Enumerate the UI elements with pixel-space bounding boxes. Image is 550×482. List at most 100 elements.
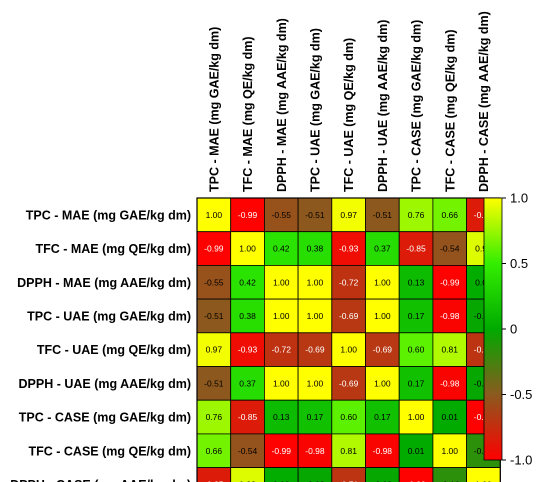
- row-label: TPC - MAE (mg GAE/kg dm): [26, 208, 191, 222]
- column-labels: TPC - MAE (mg GAE/kg dm) TFC - MAE (mg QE…: [207, 11, 491, 192]
- row-label: TFC - MAE (mg QE/kg dm): [35, 242, 191, 256]
- cell-value-label: 0.42: [273, 244, 290, 254]
- cell-value-label: 0.38: [307, 244, 324, 254]
- heatmap-cell: [230, 264, 265, 300]
- heatmap-cell: [432, 366, 467, 401]
- cell-value-label: 1.00: [340, 345, 357, 355]
- heatmap-cell: [263, 399, 299, 435]
- cell-value-label: 0.60: [340, 412, 357, 422]
- cell-value-label: 0.17: [408, 311, 425, 321]
- cell-value-label: 0.37: [374, 244, 391, 254]
- cell-value-label: -0.99: [474, 412, 494, 422]
- column-label: TPC - CASE (mg GAE/kg dm): [410, 20, 424, 192]
- cell-value-label: 1.00: [273, 378, 290, 388]
- cell-value-label: -0.51: [305, 210, 325, 220]
- cell-value-label: 1.00: [273, 277, 290, 287]
- cell-value-label: -0.99: [204, 244, 224, 254]
- heatmap-cells: 1.00 -0.99 -0.55 -0.51 0.97 -0.51 0.76 0.66 -0.8…: [196, 197, 501, 482]
- color-scale-tick-label: 0.5: [510, 256, 528, 271]
- cell-value-label: 0.13: [273, 412, 290, 422]
- cell-value-label: 0.17: [374, 412, 391, 422]
- heatmap-cell: [365, 197, 400, 233]
- heatmap-cell: [196, 366, 232, 401]
- color-scale-ticks: 1.0 0.5 0 -0.5 -1.0: [502, 191, 532, 468]
- cell-value-label: -0.02: [474, 311, 494, 321]
- cell-value-label: 1.00: [374, 277, 391, 287]
- color-scale-legend: 1.0 0.5 0 -0.5 -1.0: [483, 191, 532, 468]
- cell-value-label: -0.72: [339, 277, 359, 287]
- cell-value-label: 1.00: [239, 244, 256, 254]
- cell-value-label: -0.16: [440, 479, 460, 482]
- cell-value-label: 1.00: [307, 378, 324, 388]
- heatmap-cell: [331, 298, 366, 334]
- cell-value-label: -0.51: [373, 210, 393, 220]
- row-label: DPPH - CASE (mg AAE/kg dm): [10, 478, 191, 482]
- cell-value-label: 0.76: [408, 210, 425, 220]
- cell-value-label: -0.71: [339, 479, 359, 482]
- cell-value-label: -0.02: [305, 479, 325, 482]
- heatmap-cell: [331, 264, 366, 300]
- heatmap-cell: [432, 264, 467, 300]
- color-scale-tick-label: -1.0: [510, 453, 532, 468]
- color-scale-bar: [483, 197, 503, 461]
- cell-value-label: -0.99: [440, 277, 460, 287]
- cell-value-label: -0.99: [238, 210, 258, 220]
- row-label: TFC - CASE (mg QE/kg dm): [29, 444, 192, 458]
- heatmap-cell: [196, 467, 232, 482]
- cell-value-label: 0.66: [206, 446, 223, 456]
- cell-value-label: 1.00: [374, 378, 391, 388]
- heatmap-cell: [230, 298, 265, 334]
- cell-value-label: 0.92: [239, 479, 256, 482]
- cell-value-label: -0.98: [440, 378, 460, 388]
- heatmap-cell: [432, 467, 467, 482]
- heatmap-cell: [398, 298, 434, 334]
- cell-value-label: -0.55: [204, 277, 224, 287]
- heatmap-cell: [263, 298, 299, 334]
- cell-value-label: 0.81: [340, 446, 357, 456]
- cell-value-label: 1.00: [206, 210, 223, 220]
- cell-value-label: -0.85: [204, 479, 224, 482]
- heatmap-cell: [365, 467, 400, 482]
- heatmap-cell: [365, 298, 400, 334]
- column-label: TFC - CASE (mg QE/kg dm): [443, 30, 457, 193]
- cell-value-label: 0.38: [239, 311, 256, 321]
- heatmap-cell: [230, 467, 265, 482]
- cell-value-label: 0.13: [408, 277, 425, 287]
- cell-value-label: 0.42: [239, 277, 256, 287]
- cell-value-label: 1.00: [273, 311, 290, 321]
- cell-value-label: -0.98: [305, 446, 325, 456]
- cell-value-label: 0.76: [206, 412, 223, 422]
- heatmap-cell: [398, 467, 434, 482]
- heatmap-cell: [365, 433, 400, 468]
- cell-value-label: -0.55: [272, 210, 292, 220]
- heatmap-cell: [398, 366, 434, 401]
- heatmap-cell: [196, 298, 232, 334]
- cell-value-label: -0.98: [373, 446, 393, 456]
- cell-value-label: 0.17: [307, 412, 324, 422]
- cell-value-label: -0.85: [474, 210, 494, 220]
- column-label: DPPH - CASE (mg AAE/kg dm): [477, 11, 491, 192]
- row-label: DPPH - UAE (mg AAE/kg dm): [19, 377, 191, 391]
- cell-value-label: -0.54: [238, 446, 258, 456]
- cell-value-label: -0.69: [339, 311, 359, 321]
- cell-value-label: 0.02: [475, 277, 492, 287]
- heatmap-cell: [196, 264, 232, 300]
- color-scale-tick-label: -0.5: [510, 387, 532, 402]
- heatmap-cell: [230, 197, 265, 233]
- heatmap-cell: [297, 433, 333, 468]
- cell-value-label: -0.71: [474, 345, 494, 355]
- cell-value-label: -0.02: [373, 479, 393, 482]
- heatmap-cell: [263, 366, 299, 401]
- column-label: DPPH - UAE (mg AAE/kg dm): [376, 20, 390, 192]
- color-scale-tick-label: 1.0: [510, 191, 528, 206]
- heatmap-cell: [297, 231, 333, 266]
- heatmap-cell: [263, 467, 299, 482]
- heatmap-cell: [263, 264, 299, 300]
- column-label: TFC - UAE (mg QE/kg dm): [342, 38, 356, 192]
- row-labels: TPC - MAE (mg GAE/kg dm) TFC - MAE (mg QE…: [10, 208, 191, 482]
- heatmap-cell: [365, 399, 400, 435]
- column-label: TFC - MAE (mg QE/kg dm): [241, 36, 255, 192]
- heatmap-cell: [331, 399, 366, 435]
- heatmap-cell: [365, 332, 400, 367]
